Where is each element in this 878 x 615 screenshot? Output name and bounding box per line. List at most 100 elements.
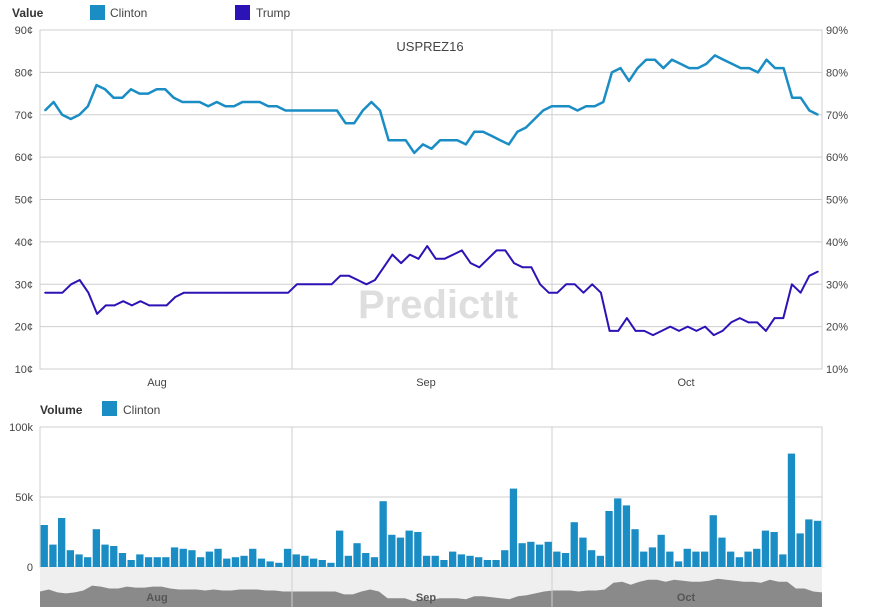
trump-point[interactable]	[270, 291, 272, 294]
trump-point[interactable]	[330, 283, 333, 286]
clinton-point[interactable]	[696, 67, 699, 69]
clinton-point[interactable]	[181, 101, 184, 103]
trump-point[interactable]	[678, 330, 680, 332]
trump-point[interactable]	[643, 330, 646, 332]
volume-bar[interactable]	[362, 553, 370, 567]
trump-point[interactable]	[608, 330, 611, 332]
volume-bar[interactable]	[718, 537, 726, 567]
trump-point[interactable]	[513, 262, 515, 264]
volume-bar[interactable]	[813, 520, 822, 567]
volume-bar[interactable]	[92, 529, 100, 567]
volume-bar[interactable]	[509, 488, 518, 567]
trump-point[interactable]	[530, 266, 533, 269]
clinton-point[interactable]	[215, 101, 218, 103]
volume-bar[interactable]	[457, 554, 465, 567]
legend-clinton-swatch[interactable]	[90, 5, 105, 20]
trump-point[interactable]	[817, 270, 819, 273]
clinton-point[interactable]	[44, 109, 46, 112]
volume-bar[interactable]	[544, 541, 552, 567]
clinton-point[interactable]	[319, 109, 321, 112]
clinton-point[interactable]	[739, 67, 742, 69]
volume-bar[interactable]	[666, 551, 674, 567]
clinton-point[interactable]	[731, 63, 733, 65]
clinton-point[interactable]	[130, 88, 132, 91]
clinton-point[interactable]	[413, 152, 416, 154]
clinton-point[interactable]	[104, 88, 106, 91]
clinton-point[interactable]	[379, 109, 381, 112]
volume-bar[interactable]	[640, 551, 648, 567]
volume-bar[interactable]	[761, 530, 770, 567]
volume-bar[interactable]	[779, 554, 787, 567]
volume-bar[interactable]	[249, 548, 257, 567]
volume-bar[interactable]	[153, 557, 161, 567]
volume-bar[interactable]	[162, 557, 170, 567]
trump-point[interactable]	[756, 321, 759, 324]
volume-bar[interactable]	[588, 550, 596, 567]
volume-bar[interactable]	[136, 554, 144, 567]
volume-bar[interactable]	[475, 557, 483, 567]
trump-point[interactable]	[104, 304, 107, 307]
trump-point[interactable]	[417, 258, 420, 260]
clinton-point[interactable]	[593, 105, 596, 108]
volume-bar[interactable]	[388, 534, 396, 567]
clinton-point[interactable]	[422, 143, 424, 146]
clinton-point[interactable]	[679, 63, 682, 65]
volume-bar[interactable]	[535, 544, 544, 567]
trump-point[interactable]	[313, 283, 316, 286]
clinton-point[interactable]	[95, 84, 98, 86]
clinton-point[interactable]	[447, 139, 450, 141]
clinton-point[interactable]	[61, 113, 63, 116]
trump-point[interactable]	[209, 291, 211, 294]
trump-line[interactable]	[45, 245, 819, 337]
trump-point[interactable]	[660, 330, 663, 332]
volume-bar[interactable]	[605, 511, 613, 567]
volume-bar[interactable]	[518, 543, 526, 567]
clinton-point[interactable]	[327, 109, 330, 112]
trump-point[interactable]	[400, 262, 402, 264]
trump-point[interactable]	[365, 283, 368, 286]
clinton-point[interactable]	[499, 139, 502, 141]
trump-point[interactable]	[382, 266, 385, 269]
volume-bar[interactable]	[49, 544, 57, 567]
clinton-point[interactable]	[404, 139, 407, 141]
trump-point[interactable]	[626, 317, 628, 319]
trump-point[interactable]	[374, 279, 376, 281]
clinton-point[interactable]	[198, 101, 201, 103]
trump-point[interactable]	[747, 321, 750, 324]
clinton-point[interactable]	[353, 122, 356, 125]
volume-bar[interactable]	[744, 551, 752, 567]
volume-bar[interactable]	[431, 555, 439, 567]
clinton-point[interactable]	[344, 122, 347, 125]
clinton-point[interactable]	[765, 58, 768, 61]
clinton-point[interactable]	[336, 109, 338, 112]
clinton-point[interactable]	[782, 67, 785, 69]
volume-bar[interactable]	[66, 550, 74, 567]
volume-bar[interactable]	[370, 557, 379, 567]
trump-point[interactable]	[200, 291, 203, 294]
volume-bar[interactable]	[727, 551, 735, 567]
clinton-point[interactable]	[69, 118, 72, 120]
legend-trump-swatch[interactable]	[235, 5, 250, 20]
trump-point[interactable]	[565, 283, 567, 286]
legend-clinton-label[interactable]: Clinton	[110, 6, 147, 20]
volume-bar[interactable]	[58, 518, 66, 567]
clinton-point[interactable]	[258, 101, 261, 103]
volume-legend-clinton-swatch[interactable]	[102, 401, 117, 416]
volume-bar[interactable]	[683, 548, 691, 567]
volume-bar[interactable]	[674, 561, 683, 567]
clinton-point[interactable]	[310, 109, 313, 112]
volume-bar[interactable]	[414, 532, 422, 567]
trump-point[interactable]	[739, 317, 741, 319]
volume-bar[interactable]	[318, 560, 326, 567]
clinton-point[interactable]	[301, 109, 304, 112]
trump-point[interactable]	[695, 330, 698, 332]
trump-point[interactable]	[582, 291, 585, 294]
volume-bar[interactable]	[709, 515, 717, 567]
trump-point[interactable]	[686, 325, 689, 328]
trump-point[interactable]	[478, 266, 481, 269]
clinton-point[interactable]	[576, 109, 579, 112]
clinton-point[interactable]	[817, 113, 819, 116]
volume-bar[interactable]	[422, 555, 431, 567]
trump-point[interactable]	[521, 266, 524, 269]
trump-point[interactable]	[122, 300, 124, 303]
